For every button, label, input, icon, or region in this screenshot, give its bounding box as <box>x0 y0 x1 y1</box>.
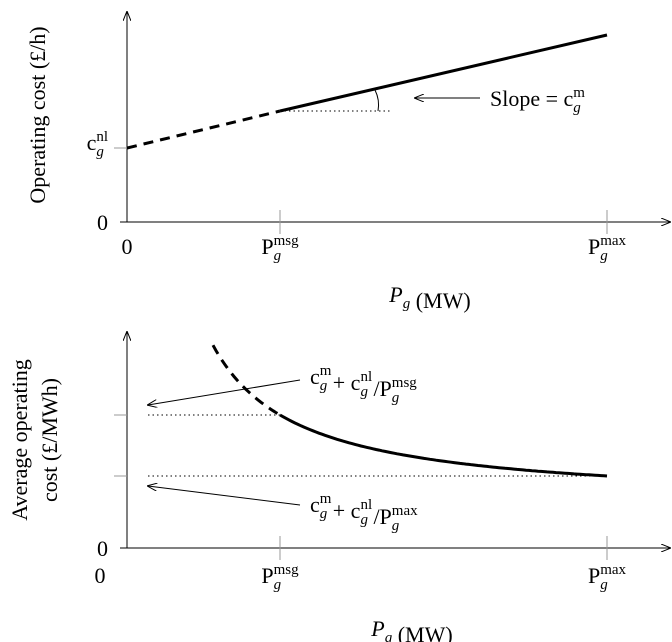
superscript: max <box>600 562 626 578</box>
subscript: g <box>385 630 393 642</box>
arrow <box>148 379 301 405</box>
y-tick-label: cnl g <box>87 129 108 160</box>
text-part: /P <box>368 376 392 401</box>
subscript: g <box>392 518 400 534</box>
subscript: g <box>403 296 411 312</box>
subscript: g <box>274 248 282 264</box>
y-label: cost (£/MWh) <box>37 378 62 502</box>
text-part: 0 <box>97 210 108 235</box>
cost-line-dashed <box>126 109 281 150</box>
subscript: g <box>360 384 368 400</box>
text-part: c <box>310 492 320 517</box>
superscript: msg <box>274 562 300 578</box>
superscript: m <box>320 363 332 379</box>
y-label: Average operating <box>7 359 32 520</box>
text-part: P <box>588 563 600 588</box>
x-tick-label: Pmax g <box>588 233 627 264</box>
text-part: 0 <box>95 563 106 588</box>
superscript: max <box>600 233 626 249</box>
subscript: g <box>600 577 608 593</box>
x-tick-label: Pmax g <box>588 562 627 593</box>
text-part: P <box>370 616 384 641</box>
text-part: c <box>87 130 97 155</box>
top-chart: Operating cost (£/h) <box>25 12 670 234</box>
text-part: 0 <box>122 234 133 259</box>
y-tick-label: 0 <box>97 210 108 235</box>
cost-line <box>279 33 608 113</box>
x-tick-label: Pmsg g <box>261 233 299 264</box>
subscript: g <box>573 100 581 116</box>
bottom-chart: Average operating cost (£/MWh) <box>7 332 670 560</box>
text-part: 0 <box>97 536 108 561</box>
text-part: Slope = c <box>490 86 574 111</box>
annotation: cm g + cnl g /Pmsg g <box>310 363 417 406</box>
text-part: P <box>261 563 273 588</box>
y-tick-label: 0 <box>97 536 108 561</box>
subscript: g <box>320 378 328 394</box>
subscript: g <box>392 390 400 406</box>
superscript: m <box>573 85 585 101</box>
subscript: g <box>96 144 104 160</box>
superscript: nl <box>360 497 372 513</box>
avg-curve <box>279 413 608 478</box>
text-part: + c <box>327 498 360 523</box>
avg-curve-dashed <box>211 344 280 416</box>
arrow <box>148 486 301 506</box>
text-part: P <box>388 282 402 307</box>
x-tick-label: 0 <box>122 234 133 259</box>
text-part: /P <box>368 504 392 529</box>
superscript: nl <box>360 369 372 385</box>
x-label: Pg (MW) <box>370 616 452 642</box>
text-part: + c <box>327 370 360 395</box>
superscript: msg <box>274 233 300 249</box>
x-label: Pg (MW) <box>388 282 470 313</box>
text-part: c <box>310 364 320 389</box>
y-label: Operating cost (£/h) <box>25 26 50 203</box>
superscript: nl <box>96 129 108 145</box>
annotation: Slope = cm g <box>490 85 585 116</box>
x-tick-label: 0 <box>95 563 106 588</box>
text-part: (MW) <box>392 622 452 642</box>
subscript: g <box>360 512 368 528</box>
superscript: m <box>320 491 332 507</box>
superscript: max <box>392 503 418 519</box>
subscript: g <box>600 248 608 264</box>
annotation: cm g + cnl g /Pmax g <box>310 491 418 534</box>
x-tick-label: Pmsg g <box>261 562 299 593</box>
text-part: P <box>588 234 600 259</box>
subscript: g <box>320 506 328 522</box>
text-part: P <box>261 234 273 259</box>
text-part: (MW) <box>410 288 470 313</box>
superscript: msg <box>392 375 418 391</box>
slope-arc <box>374 89 380 112</box>
subscript: g <box>274 577 282 593</box>
